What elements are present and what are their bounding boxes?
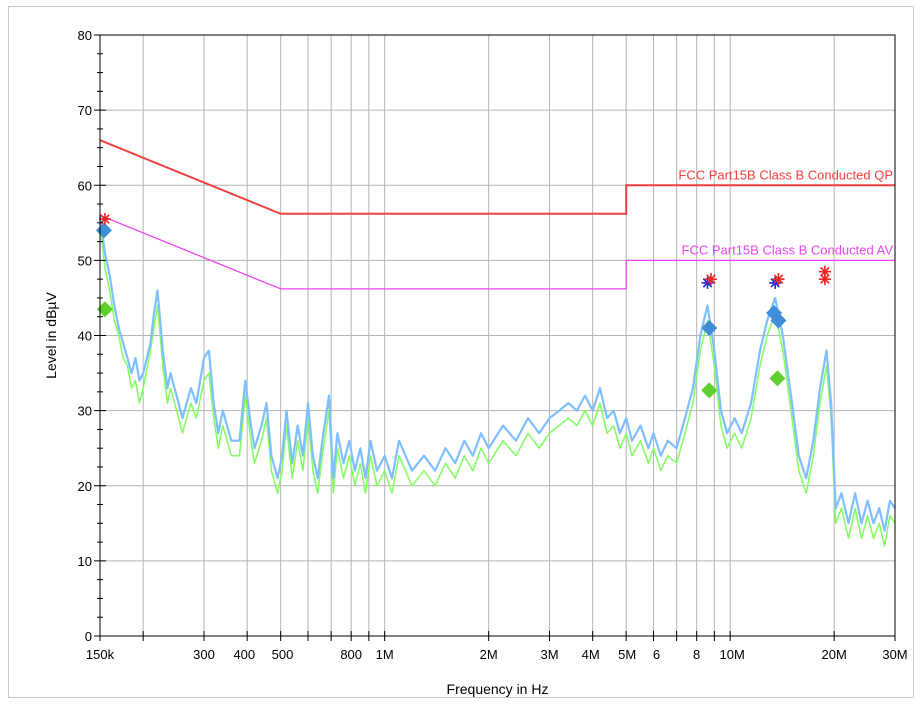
star-marker xyxy=(772,273,785,286)
chart-frame xyxy=(8,6,914,698)
star-marker xyxy=(704,273,717,286)
y-tick-label: 10 xyxy=(78,554,92,569)
limit-label: FCC Part15B Class B Conducted QP xyxy=(678,167,893,182)
y-tick-label: 70 xyxy=(78,103,92,118)
x-tick-label: 4M xyxy=(582,647,600,662)
diamond-marker xyxy=(701,319,718,336)
limit-labels: FCC Part15B Class B Conducted QP FCC Part… xyxy=(678,167,893,257)
x-tick-labels: 150k 300 400 500 800 1M 2M 3M 4M 5M 6 8 10M 20M 30M xyxy=(86,647,908,662)
diamond-marker xyxy=(95,222,112,239)
y-axis-title: Level in dBµV xyxy=(43,292,59,379)
x-tick-label: 300 xyxy=(193,647,215,662)
y-tick-label: 40 xyxy=(78,329,92,344)
star-marker xyxy=(98,213,111,226)
diamond-marker xyxy=(701,382,718,399)
markers xyxy=(95,213,831,399)
x-tick-label: 3M xyxy=(540,647,558,662)
trace-line xyxy=(99,222,896,547)
traces xyxy=(98,215,896,547)
y-tick-label: 20 xyxy=(78,479,92,494)
y-tick-label: 50 xyxy=(78,253,92,268)
x-tick-label: 5M xyxy=(618,647,636,662)
y-tick-label: 80 xyxy=(78,28,92,43)
x-tick-label: 1M xyxy=(376,647,394,662)
x-tick-label: 800 xyxy=(340,647,362,662)
y-tick-labels: 0 10 20 30 40 50 60 70 80 xyxy=(78,28,92,644)
grid xyxy=(99,34,896,637)
x-tick-label: 150k xyxy=(86,647,115,662)
trace-line xyxy=(98,215,896,532)
diamond-marker xyxy=(770,312,787,329)
y-tick-label: 30 xyxy=(78,404,92,419)
x-axis-title: Frequency in Hz xyxy=(447,681,549,697)
limit-line xyxy=(99,139,895,215)
diamond-marker xyxy=(96,301,113,318)
x-tick-label: 30M xyxy=(882,647,907,662)
x-tick-label: 400 xyxy=(233,647,255,662)
limit-lines xyxy=(99,139,895,290)
x-tick-label: 2M xyxy=(480,647,498,662)
star-marker xyxy=(818,273,831,286)
x-tick-label: 500 xyxy=(272,647,294,662)
limit-line xyxy=(99,214,895,290)
limit-label: FCC Part15B Class B Conducted AV xyxy=(682,242,894,257)
y-tick-label: 60 xyxy=(78,178,92,193)
x-tick-label: 10M xyxy=(720,647,745,662)
x-tick-label: 6 xyxy=(653,647,660,662)
ticks xyxy=(94,34,896,641)
y-tick-label: 0 xyxy=(85,629,92,644)
x-tick-label: 8 xyxy=(693,647,700,662)
x-tick-label: 20M xyxy=(822,647,847,662)
diamond-marker xyxy=(769,370,786,387)
